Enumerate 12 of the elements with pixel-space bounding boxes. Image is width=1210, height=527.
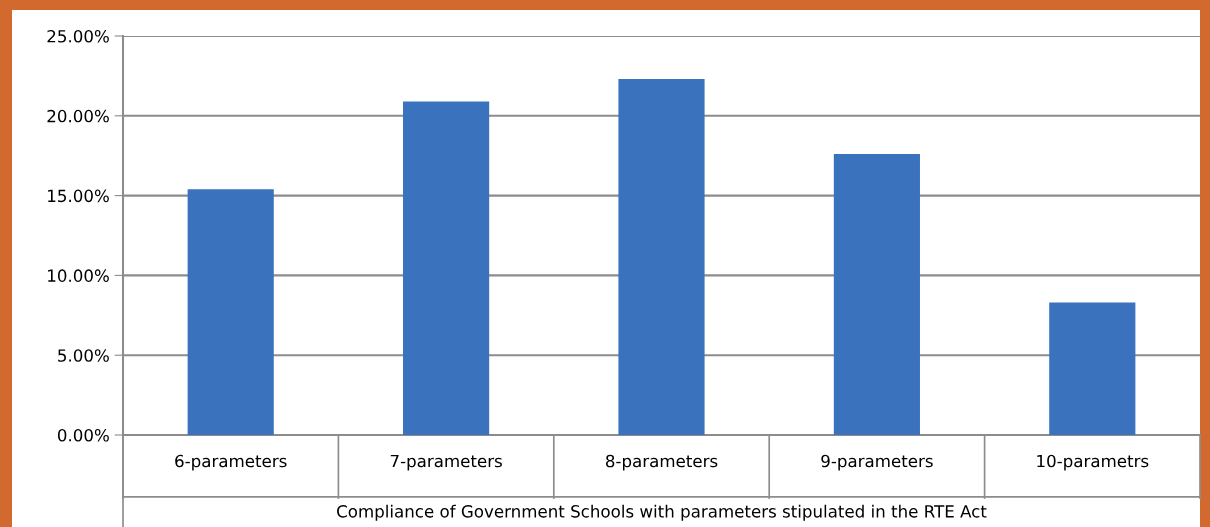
x-tick-label: 8-parameters <box>605 454 718 471</box>
y-tick-label: 20.00% <box>47 109 109 123</box>
x-tick-label: 10-parametrs <box>1037 454 1149 471</box>
x-tick-label: 6-parameters <box>175 454 287 471</box>
y-tick-label: 10.00% <box>48 269 109 282</box>
y-tick-label: 0.00% <box>57 428 109 442</box>
x-tick-label: 9-parameters <box>821 454 933 471</box>
y-tick-label: 5.00% <box>58 349 109 362</box>
y-tick-label: 25.00% <box>47 29 109 43</box>
x-axis-title: Compliance of Government Schools with parameters stipulated in the RTE Act <box>337 504 987 521</box>
y-tick-label: 15.00% <box>48 189 109 203</box>
x-tick-label: 7-parameters <box>390 454 502 471</box>
